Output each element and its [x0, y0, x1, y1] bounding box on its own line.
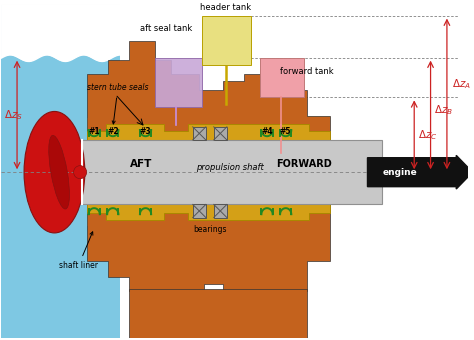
FancyBboxPatch shape [193, 204, 206, 218]
Text: #5: #5 [280, 127, 292, 136]
Ellipse shape [73, 166, 87, 179]
Text: stern tube seals: stern tube seals [87, 83, 149, 124]
FancyBboxPatch shape [71, 140, 382, 204]
Polygon shape [87, 204, 330, 291]
Polygon shape [87, 41, 330, 140]
Text: $\Delta z_B$: $\Delta z_B$ [434, 103, 453, 117]
Polygon shape [87, 116, 330, 140]
FancyBboxPatch shape [193, 127, 206, 140]
Polygon shape [87, 204, 330, 220]
Text: header tank: header tank [201, 3, 252, 12]
Text: $\Delta z_C$: $\Delta z_C$ [418, 128, 438, 142]
Text: AFT: AFT [130, 159, 152, 169]
Text: aft seal tank: aft seal tank [140, 24, 193, 33]
Text: forward tank: forward tank [280, 67, 334, 76]
FancyBboxPatch shape [0, 3, 120, 338]
FancyArrow shape [367, 155, 473, 189]
Text: $\Delta z_A$: $\Delta z_A$ [452, 78, 471, 91]
Text: #1: #1 [88, 127, 100, 136]
Ellipse shape [49, 135, 70, 209]
FancyBboxPatch shape [129, 289, 307, 338]
Text: #2: #2 [107, 127, 118, 136]
Ellipse shape [24, 112, 85, 233]
Text: $\Delta z_S$: $\Delta z_S$ [4, 108, 23, 122]
FancyBboxPatch shape [155, 58, 201, 107]
FancyBboxPatch shape [214, 127, 227, 140]
Text: FORWARD: FORWARD [276, 159, 332, 169]
Text: #4: #4 [261, 127, 273, 136]
Polygon shape [87, 124, 330, 140]
Text: shaft liner: shaft liner [59, 232, 98, 270]
Text: propulsion shaft: propulsion shaft [196, 163, 264, 172]
Text: #3: #3 [140, 127, 151, 136]
FancyBboxPatch shape [201, 16, 251, 65]
Text: engine: engine [383, 168, 418, 177]
Polygon shape [87, 204, 330, 261]
Text: bearings: bearings [193, 225, 227, 234]
FancyBboxPatch shape [260, 58, 304, 98]
FancyBboxPatch shape [214, 204, 227, 218]
